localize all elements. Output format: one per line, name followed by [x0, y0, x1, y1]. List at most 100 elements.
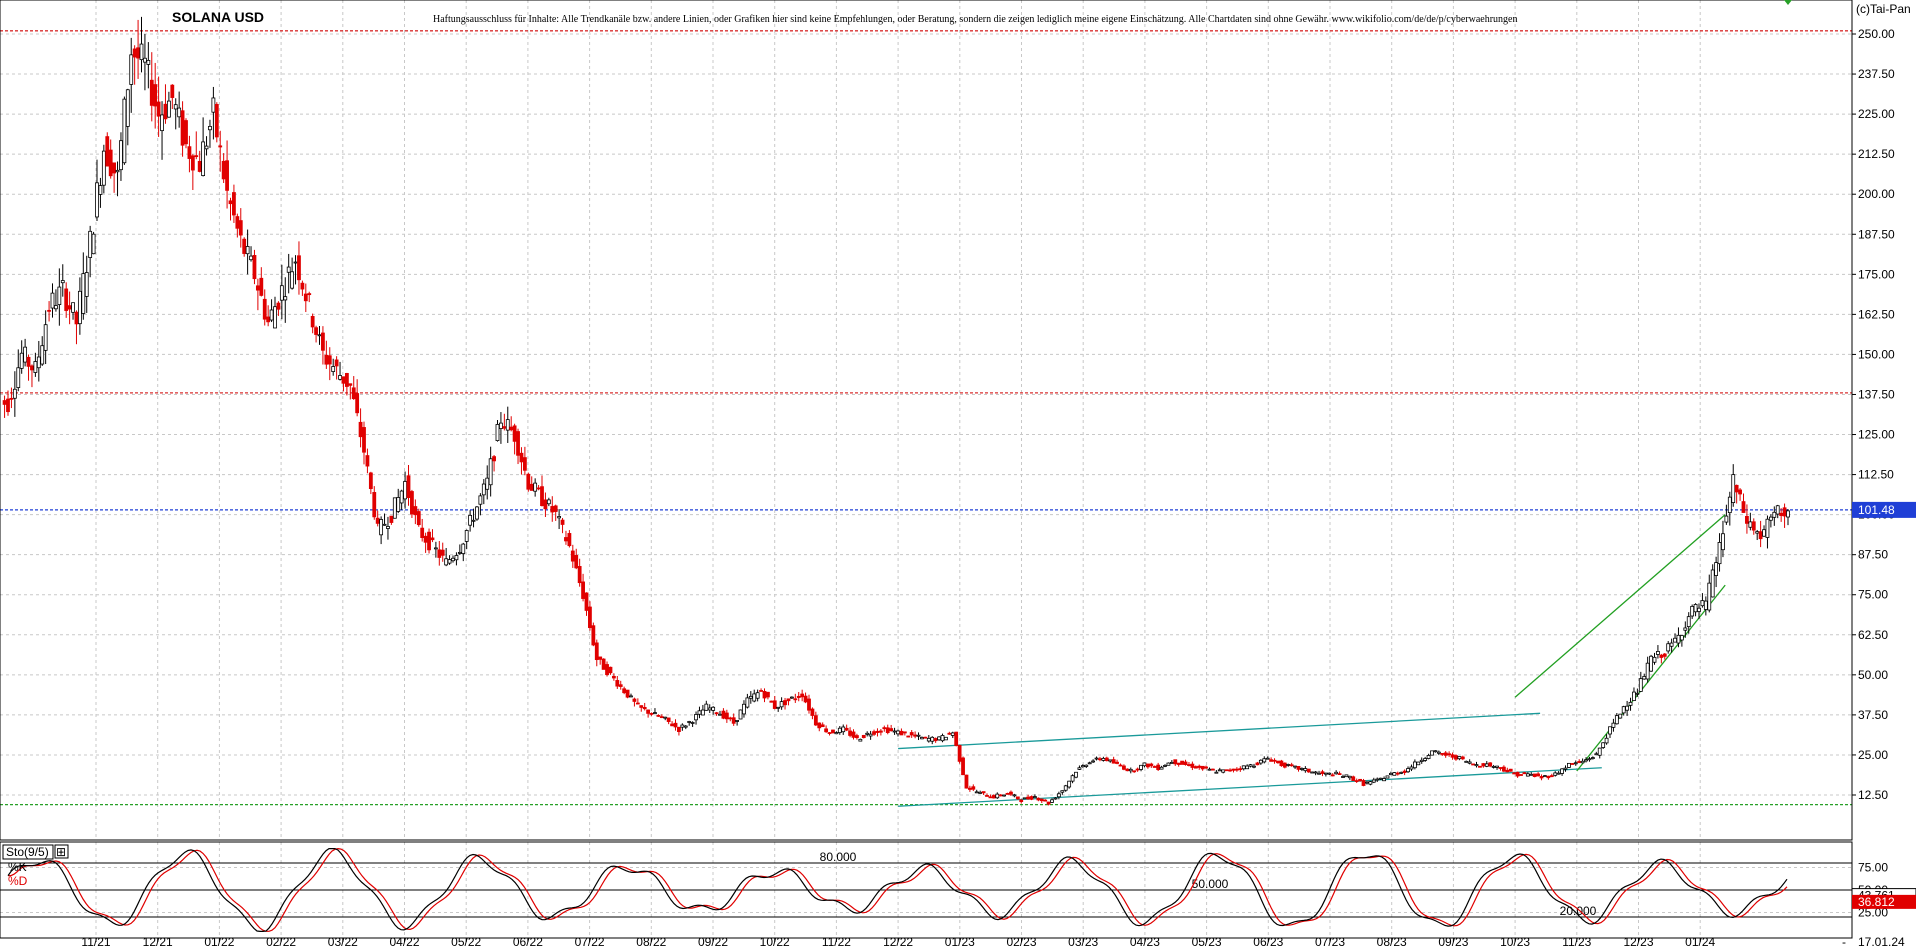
candle-body: [1549, 775, 1554, 778]
candle-body: [317, 334, 322, 337]
expand-button-frame[interactable]: [54, 844, 69, 859]
candle-body: [314, 327, 318, 335]
candle-body: [91, 233, 96, 255]
candle-body: [742, 703, 746, 715]
candle-body: [1091, 760, 1096, 763]
candle-body: [461, 543, 466, 554]
candle-body: [1279, 760, 1284, 767]
candle-body: [694, 714, 698, 721]
candle-body: [588, 606, 592, 629]
expand-button[interactable]: ⊞: [54, 844, 69, 859]
x-tick-label: 11/21: [81, 935, 110, 948]
expand-icon[interactable]: ⊞: [56, 845, 66, 859]
candle-body: [831, 729, 835, 734]
candle-body: [36, 356, 41, 369]
candle-body: [1012, 794, 1017, 797]
candle-body: [574, 555, 579, 569]
candle-body: [499, 422, 503, 429]
candle-body: [1686, 616, 1691, 628]
candle-body: [297, 255, 301, 281]
candle-body: [570, 550, 575, 562]
candle-body: [324, 354, 329, 365]
candle-body: [807, 698, 811, 711]
candle-body: [1512, 772, 1517, 775]
candle-body: [1731, 474, 1736, 504]
candle-body: [978, 791, 983, 794]
candle-body: [1166, 762, 1171, 766]
candle-body: [1703, 600, 1708, 610]
candle-body: [1241, 765, 1246, 770]
candle-body: [1245, 765, 1250, 770]
candle-body: [536, 487, 541, 490]
candle-body: [379, 519, 384, 536]
candle-body: [1536, 773, 1541, 777]
candle-body: [1183, 761, 1188, 766]
candle-body: [1515, 771, 1520, 777]
osc-level-label: 50.000: [1192, 877, 1229, 891]
candle-body: [1163, 765, 1167, 767]
candle-body: [1135, 768, 1140, 771]
candle-body: [1385, 775, 1390, 779]
candle-body: [1389, 772, 1393, 776]
x-tick-label: 10/22: [760, 935, 790, 948]
candle-body: [1077, 767, 1082, 770]
candle-body: [899, 730, 904, 736]
candle-body: [909, 732, 914, 736]
y-tick-label: 250.00: [1858, 27, 1895, 41]
candle-body: [762, 690, 767, 699]
candle-body: [1679, 635, 1684, 641]
candle-body: [878, 730, 883, 733]
osc-last-value-label: 36.812: [1858, 895, 1895, 909]
candle-body: [560, 519, 565, 525]
candle-body: [12, 388, 17, 399]
candle-body: [1580, 760, 1585, 764]
candle-body: [1197, 765, 1202, 768]
candle-body: [6, 398, 10, 413]
candle-body: [519, 452, 524, 463]
candle-body: [1662, 653, 1667, 657]
candle-body: [1084, 764, 1089, 767]
candle-body: [820, 724, 825, 728]
candle-body: [492, 456, 496, 462]
candle-body: [1659, 654, 1664, 658]
candle-body: [1447, 753, 1452, 756]
osc-y-tick-label: 75.00: [1858, 861, 1888, 875]
candle-body: [557, 516, 562, 519]
candle-body: [1200, 765, 1205, 770]
candle-body: [300, 282, 305, 290]
candle-body: [143, 57, 147, 63]
candle-body: [526, 473, 531, 490]
candle-body: [1323, 772, 1328, 775]
series-d-label: %D: [8, 874, 28, 888]
candle-body: [882, 727, 887, 730]
candle-body: [105, 136, 110, 167]
candle-body: [115, 169, 120, 173]
candle-body: [1440, 753, 1445, 755]
candle-body: [670, 723, 674, 727]
y-tick-label: 225.00: [1858, 107, 1895, 121]
price-panel: [0, 0, 1853, 938]
candle-body: [550, 506, 555, 513]
candle-body: [1751, 521, 1756, 531]
candle-body: [1252, 765, 1256, 768]
y-tick-label: 137.50: [1858, 387, 1895, 401]
candle-body: [1478, 765, 1482, 768]
last-date-label: 17.01.24: [1858, 935, 1905, 948]
x-tick-label: 12/21: [143, 935, 173, 948]
candle-body: [1269, 759, 1274, 762]
candle-body: [683, 725, 688, 728]
candle-body: [368, 472, 373, 490]
candle-body: [1412, 761, 1417, 769]
candle-body: [1005, 792, 1010, 795]
candle-body: [865, 732, 870, 735]
candle-body: [406, 475, 411, 498]
candle-body: [1707, 582, 1712, 611]
candle-body: [1002, 794, 1007, 797]
candle-body: [769, 700, 774, 703]
candle-body: [776, 706, 781, 709]
candle-body: [26, 356, 31, 367]
candle-body: [1638, 678, 1643, 692]
candle-body: [1067, 780, 1072, 788]
stochastic-levels: 80.000 50.000 20.000: [0, 850, 1852, 918]
trend-lines: [898, 514, 1726, 807]
